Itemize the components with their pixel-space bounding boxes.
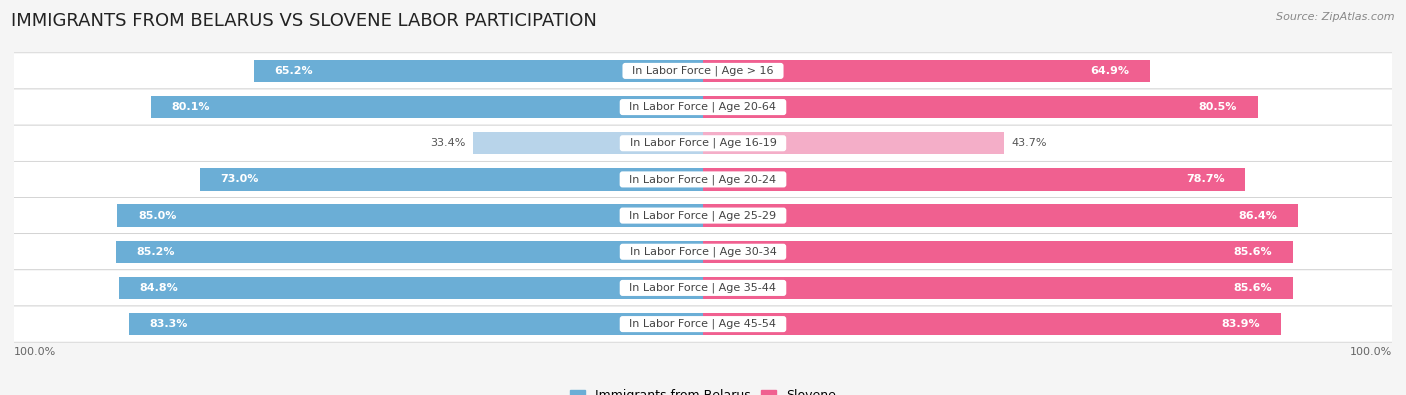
Text: 83.3%: 83.3% (150, 319, 188, 329)
Text: 84.8%: 84.8% (139, 283, 179, 293)
Text: 85.0%: 85.0% (138, 211, 176, 220)
Text: In Labor Force | Age 20-64: In Labor Force | Age 20-64 (623, 102, 783, 112)
Text: 33.4%: 33.4% (430, 138, 465, 148)
Text: 85.6%: 85.6% (1233, 283, 1272, 293)
Text: 64.9%: 64.9% (1091, 66, 1129, 76)
Text: 83.9%: 83.9% (1222, 319, 1260, 329)
Bar (118, 277, 703, 299)
Text: In Labor Force | Age 45-54: In Labor Force | Age 45-54 (623, 319, 783, 329)
FancyBboxPatch shape (7, 125, 1399, 161)
FancyBboxPatch shape (7, 234, 1399, 270)
Text: 86.4%: 86.4% (1239, 211, 1278, 220)
Bar (703, 60, 1150, 82)
FancyBboxPatch shape (7, 306, 1399, 342)
Bar (152, 96, 703, 118)
Legend: Immigrants from Belarus, Slovene: Immigrants from Belarus, Slovene (565, 384, 841, 395)
Bar (703, 96, 1257, 118)
Bar (254, 60, 703, 82)
Text: 100.0%: 100.0% (1350, 347, 1392, 357)
Bar (703, 132, 1004, 154)
Text: 73.0%: 73.0% (221, 175, 259, 184)
Bar (129, 313, 703, 335)
Text: 100.0%: 100.0% (14, 347, 56, 357)
Text: 65.2%: 65.2% (274, 66, 314, 76)
Text: 80.1%: 80.1% (172, 102, 211, 112)
FancyBboxPatch shape (7, 198, 1399, 234)
Text: 85.6%: 85.6% (1233, 247, 1272, 257)
Bar (200, 168, 703, 191)
Text: 80.5%: 80.5% (1198, 102, 1237, 112)
Bar (472, 132, 703, 154)
Text: In Labor Force | Age > 16: In Labor Force | Age > 16 (626, 66, 780, 76)
Text: 85.2%: 85.2% (136, 247, 176, 257)
Bar (117, 204, 703, 227)
Bar (703, 277, 1292, 299)
Text: In Labor Force | Age 16-19: In Labor Force | Age 16-19 (623, 138, 783, 149)
Text: In Labor Force | Age 35-44: In Labor Force | Age 35-44 (623, 283, 783, 293)
Bar (117, 241, 703, 263)
FancyBboxPatch shape (7, 270, 1399, 306)
FancyBboxPatch shape (7, 161, 1399, 198)
FancyBboxPatch shape (7, 53, 1399, 89)
Bar (703, 168, 1246, 191)
Text: In Labor Force | Age 20-24: In Labor Force | Age 20-24 (623, 174, 783, 185)
Bar (703, 241, 1292, 263)
Text: 78.7%: 78.7% (1185, 175, 1225, 184)
Text: 43.7%: 43.7% (1011, 138, 1046, 148)
Text: IMMIGRANTS FROM BELARUS VS SLOVENE LABOR PARTICIPATION: IMMIGRANTS FROM BELARUS VS SLOVENE LABOR… (11, 12, 598, 30)
Bar (703, 313, 1281, 335)
Text: Source: ZipAtlas.com: Source: ZipAtlas.com (1277, 12, 1395, 22)
Text: In Labor Force | Age 25-29: In Labor Force | Age 25-29 (623, 210, 783, 221)
Bar (703, 204, 1298, 227)
FancyBboxPatch shape (7, 89, 1399, 125)
Text: In Labor Force | Age 30-34: In Labor Force | Age 30-34 (623, 246, 783, 257)
